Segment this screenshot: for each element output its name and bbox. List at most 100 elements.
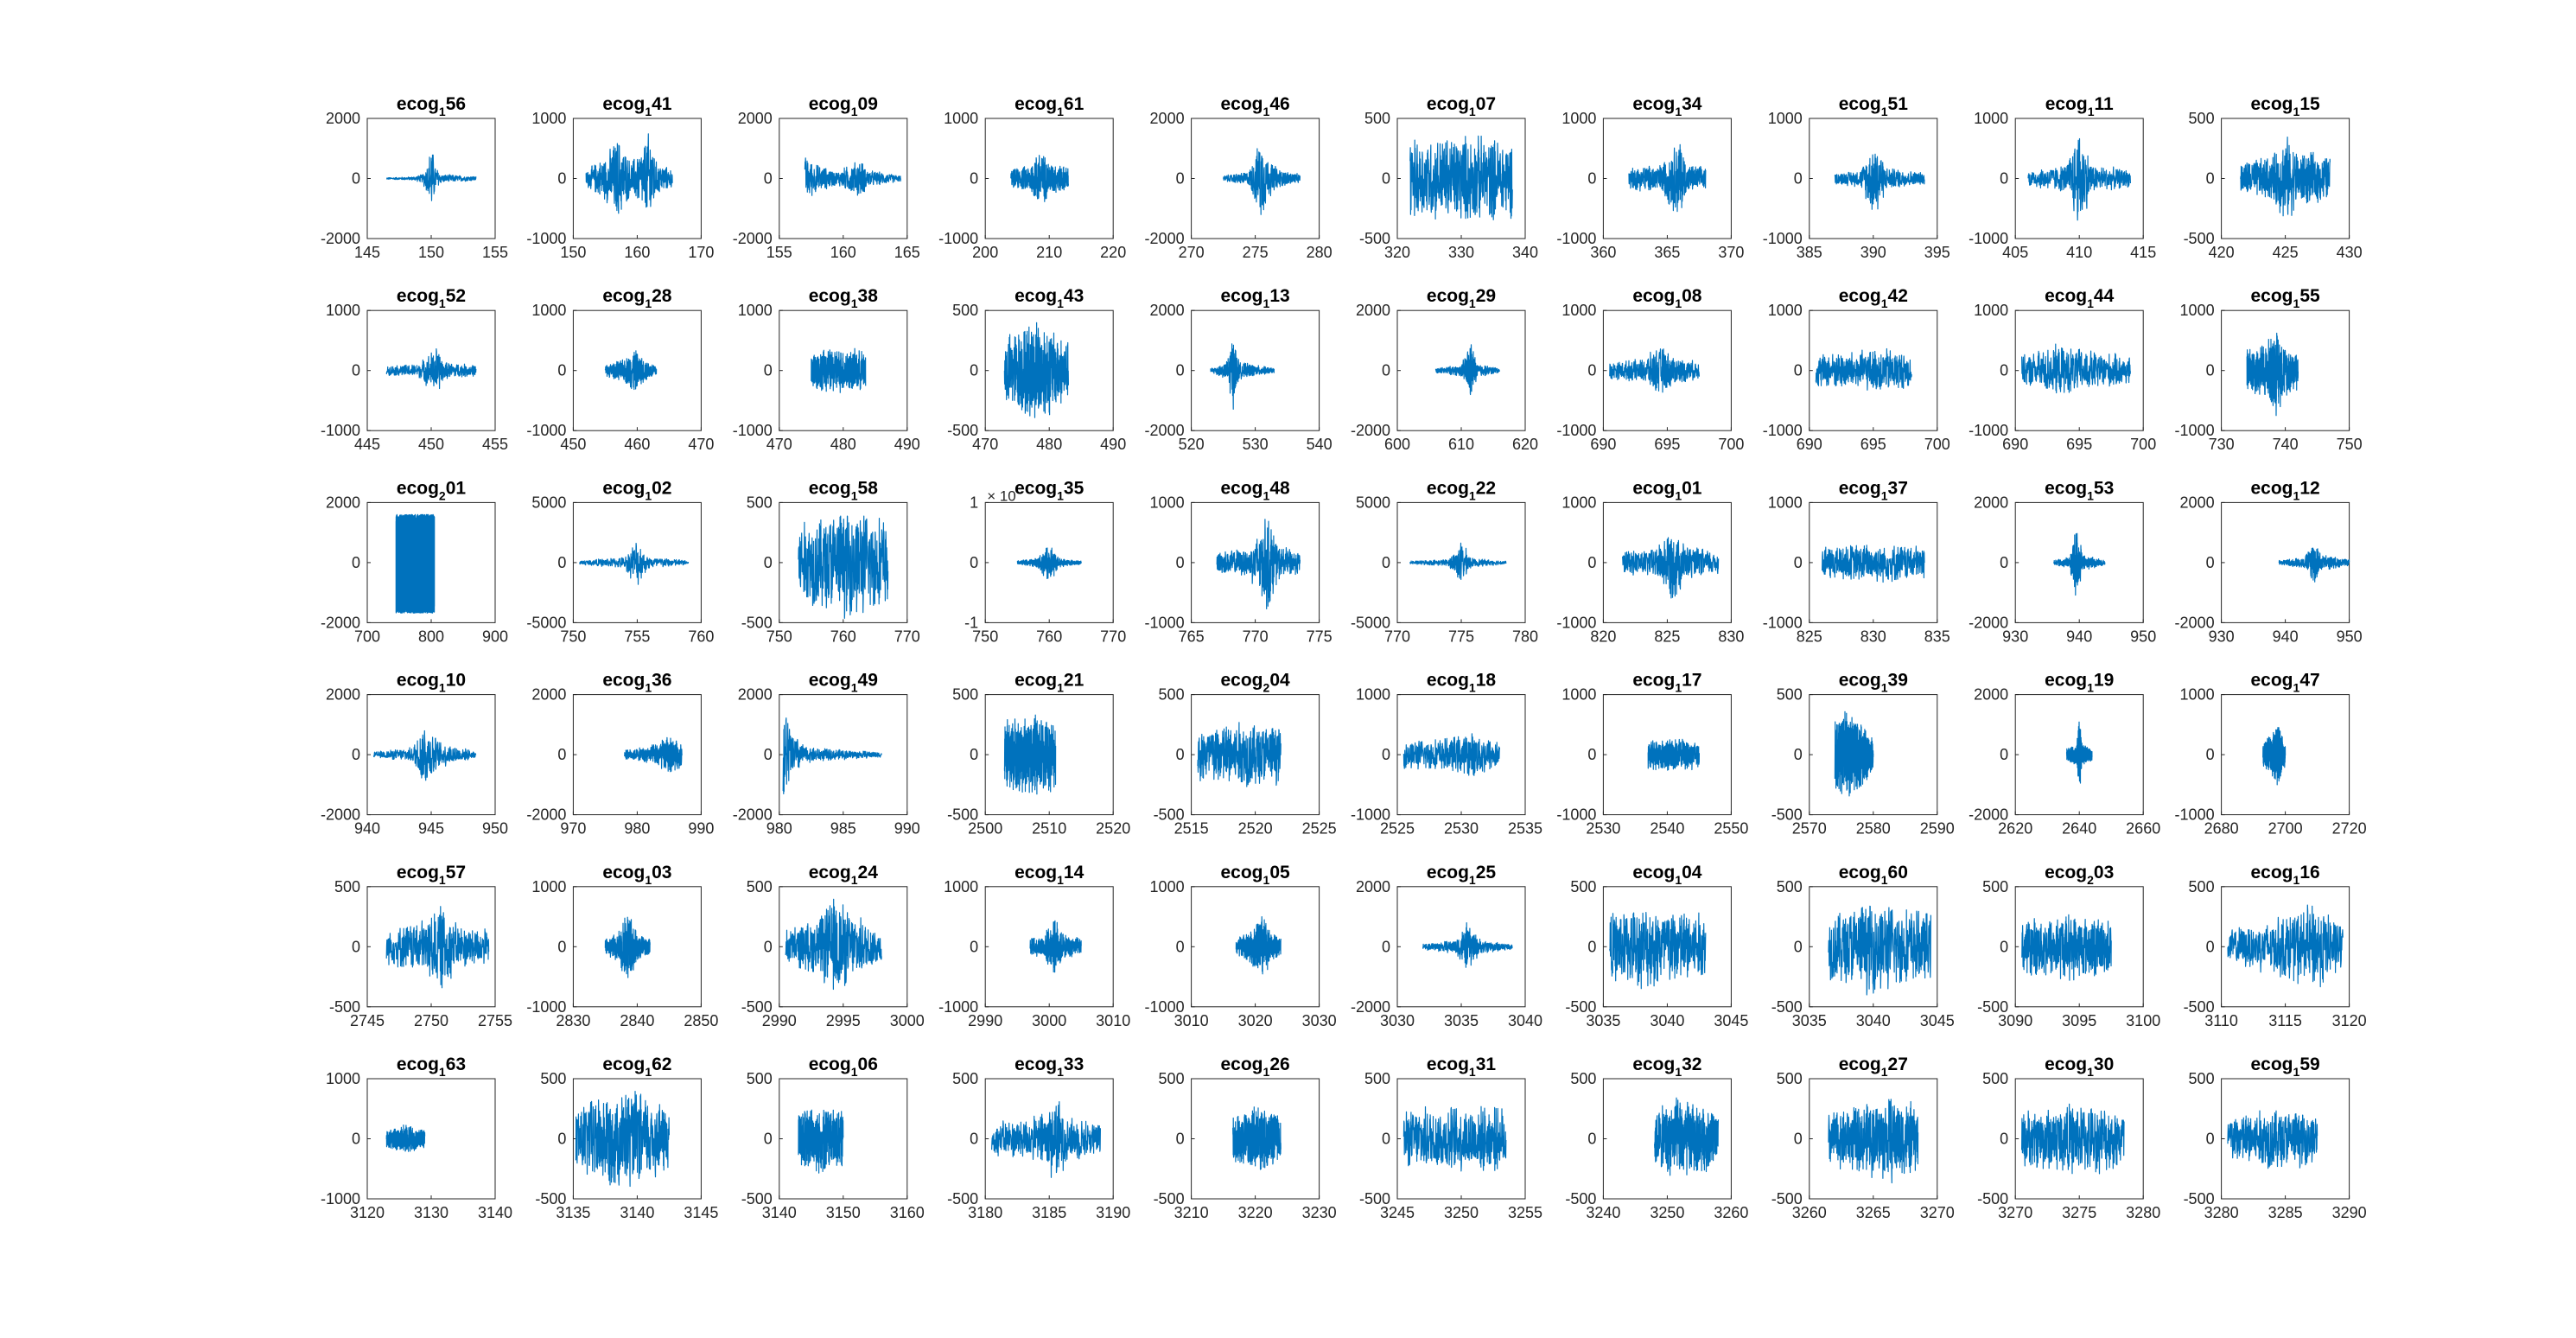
x-tick-label: 2530 [1586, 820, 1620, 838]
x-tick-label: 2520 [1096, 820, 1130, 838]
x-tick-label: 3245 [1380, 1204, 1415, 1221]
y-tick-label: -500 [329, 998, 360, 1016]
x-tick-label: 390 [1860, 244, 1886, 261]
subplot-title: ecog132 [1632, 1054, 1701, 1079]
signal-trace [2053, 532, 2106, 596]
signal-trace [1409, 135, 1513, 220]
y-tick-label: 500 [952, 686, 978, 704]
x-tick-label: 760 [1036, 628, 1062, 645]
x-tick-label: 695 [1860, 436, 1886, 453]
y-tick-label: 1000 [1768, 494, 1803, 511]
subplot-14-43: ecog114 2990 3000 3010 -1000 0 1000 [938, 863, 1130, 1029]
y-tick-label: 500 [747, 878, 773, 895]
y-tick-label: 2000 [1356, 302, 1390, 319]
y-tick-label: -5000 [526, 614, 566, 631]
x-tick-label: 410 [2066, 244, 2092, 261]
x-tick-label: 700 [354, 628, 380, 645]
signal-trace [1822, 545, 1925, 583]
subplot-title: ecog115 [2251, 94, 2320, 118]
subplot-16-49: ecog116 3110 3115 3120 -500 0 500 [2184, 863, 2367, 1029]
signal-trace [1210, 343, 1275, 410]
y-tick-label: 500 [1777, 878, 1803, 895]
y-tick-label: 500 [1777, 686, 1803, 704]
subplot-57-40: ecog157 2745 2750 2755 -500 0 500 [329, 863, 512, 1029]
y-tick-label: -2000 [733, 230, 773, 247]
subplot-title: ecog136 [602, 671, 671, 695]
x-tick-label: 990 [688, 820, 714, 838]
y-tick-label: -2000 [1969, 806, 2008, 824]
x-tick-label: 3275 [2062, 1204, 2096, 1221]
y-tick-label: 500 [952, 1070, 978, 1087]
y-tick-label: 2000 [326, 110, 360, 127]
y-tick-label: -5000 [1351, 614, 1390, 631]
y-tick-label: -1000 [1969, 422, 2008, 439]
y-tick-label: -2000 [1145, 230, 1185, 247]
y-tick-label: 0 [970, 554, 978, 571]
x-tick-label: 170 [688, 244, 714, 261]
x-tick-label: 460 [624, 436, 650, 453]
x-tick-label: 3140 [620, 1204, 654, 1221]
subplot-18-35: ecog118 2525 2530 2535 -1000 0 1000 [1351, 671, 1542, 838]
signal-trace [1828, 1099, 1919, 1184]
subplot-title: ecog148 [1221, 478, 1290, 502]
subplot-title: ecog125 [1427, 863, 1496, 887]
y-tick-label: 1000 [531, 302, 566, 319]
x-tick-label: 200 [972, 244, 998, 261]
subplot-60-47: ecog160 3035 3040 3045 -500 0 500 [1771, 863, 1955, 1029]
y-tick-label: 1000 [1768, 302, 1803, 319]
x-tick-label: 2840 [620, 1012, 654, 1029]
signal-trace [1628, 143, 1707, 213]
y-tick-label: 0 [1176, 1131, 1185, 1148]
x-tick-label: 220 [1100, 244, 1126, 261]
x-tick-label: 825 [1654, 628, 1680, 645]
x-tick-label: 750 [2337, 436, 2363, 453]
signal-trace [604, 350, 658, 391]
x-tick-label: 3150 [826, 1204, 861, 1221]
subplot-25-45: ecog125 3030 3035 3040 -2000 0 2000 [1351, 863, 1542, 1029]
y-tick-label: 0 [352, 554, 360, 571]
y-tick-label: 1000 [1562, 110, 1596, 127]
y-tick-label: -500 [741, 1190, 773, 1207]
signal-trace [1609, 348, 1700, 393]
signal-trace [1216, 519, 1301, 609]
y-tick-label: -500 [947, 422, 978, 439]
x-tick-label: 3160 [890, 1204, 925, 1221]
y-tick-label: 500 [1159, 1070, 1185, 1087]
x-tick-label: 760 [688, 628, 714, 645]
y-tick-label: 500 [952, 302, 978, 319]
x-tick-label: 620 [1512, 436, 1538, 453]
x-tick-label: 2620 [1998, 820, 2032, 838]
x-tick-label: 2660 [2126, 820, 2160, 838]
x-tick-label: 740 [2273, 436, 2299, 453]
y-tick-label: -2000 [321, 806, 360, 824]
y-tick-label: 0 [970, 362, 978, 379]
signal-trace [1402, 1105, 1507, 1172]
subplot-title: ecog105 [1221, 863, 1290, 887]
signal-trace [385, 1125, 426, 1152]
x-tick-label: 3090 [1998, 1012, 2032, 1029]
y-tick-label: 0 [764, 746, 773, 763]
subplot-title: ecog108 [1632, 286, 1701, 310]
signal-trace [2240, 137, 2331, 217]
y-tick-label: 500 [1570, 878, 1596, 895]
subplot-title: ecog141 [602, 94, 671, 118]
subplot-title: ecog101 [1632, 478, 1701, 502]
x-tick-label: 950 [482, 820, 508, 838]
x-tick-label: 490 [1100, 436, 1126, 453]
x-tick-label: 950 [2337, 628, 2363, 645]
y-tick-label: 0 [557, 1131, 566, 1148]
y-tick-label: 1000 [1150, 878, 1185, 895]
y-tick-label: 0 [1176, 554, 1185, 571]
x-tick-label: 480 [830, 436, 856, 453]
subplot-11-8: ecog111 405 410 415 -1000 0 1000 [1969, 94, 2156, 261]
subplot-42-17: ecog142 690 695 700 -1000 0 1000 [1763, 286, 1950, 453]
subplot-title: ecog143 [1014, 286, 1084, 310]
x-tick-label: 690 [2002, 436, 2028, 453]
y-tick-label: 2000 [1974, 686, 2008, 704]
y-tick-label: 0 [764, 938, 773, 955]
x-tick-label: 2510 [1032, 820, 1066, 838]
subplot-24-42: ecog124 2990 2995 3000 -500 0 500 [741, 863, 925, 1029]
x-tick-label: 2640 [2062, 820, 2096, 838]
y-tick-label: -1000 [1556, 230, 1596, 247]
y-tick-label: -500 [1771, 806, 1803, 824]
